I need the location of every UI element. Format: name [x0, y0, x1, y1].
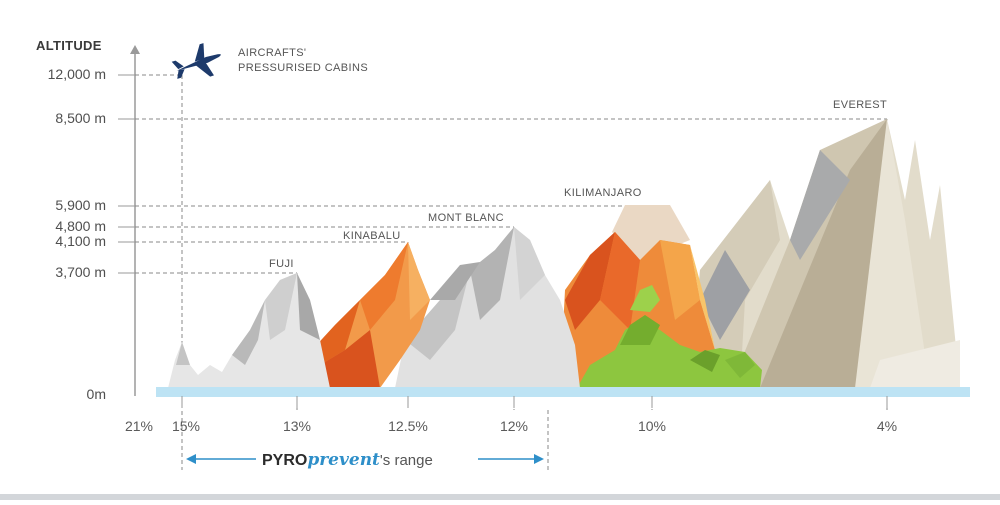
- range-label: PYROprevent's range: [262, 450, 433, 470]
- aircraft-label-line1: AIRCRAFTS': [238, 47, 307, 59]
- peak-label-kinabalu: KINABALU: [343, 230, 401, 242]
- tick-5900: 5,900 m: [55, 197, 106, 213]
- axis-title: ALTITUDE: [36, 38, 102, 53]
- fuji-mountain: [168, 273, 330, 388]
- airplane-icon: [171, 43, 221, 79]
- oxygen-ticks: [181, 396, 888, 408]
- tick-0: 0m: [86, 386, 106, 402]
- aircraft-label-line2: PRESSURISED CABINS: [238, 62, 369, 74]
- oxygen-label-10: 10%: [637, 418, 667, 434]
- peak-label-mont-blanc: MONT BLANC: [428, 212, 504, 224]
- everest-mountains: [690, 119, 960, 388]
- tick-8500: 8,500 m: [55, 110, 106, 126]
- oxygen-label-13: 13%: [282, 418, 312, 434]
- oxygen-label-12-5: 12.5%: [388, 418, 428, 434]
- oxygen-label-21: 21%: [124, 418, 154, 434]
- oxygen-label-12: 12%: [499, 418, 529, 434]
- oxygen-label-15: 15%: [171, 418, 201, 434]
- range-suffix: 's range: [379, 452, 433, 469]
- oxygen-label-4: 4%: [876, 418, 898, 434]
- tick-12000: 12,000 m: [47, 66, 106, 82]
- axis-ticks: [118, 74, 135, 274]
- tick-3700: 3,700 m: [55, 264, 106, 280]
- brand-name-italic: prevent: [307, 450, 380, 470]
- mont-blanc-mountain: [395, 227, 580, 388]
- peak-label-everest: EVEREST: [833, 99, 888, 111]
- range-arrow: [186, 454, 544, 464]
- peak-label-kilimanjaro: KILIMANJARO: [564, 187, 642, 199]
- aircraft-label: AIRCRAFTS' PRESSURISED CABINS: [238, 46, 368, 76]
- bottom-bar: [0, 494, 1000, 500]
- vegetation: [577, 285, 762, 388]
- axis-arrow-icon: [130, 45, 140, 54]
- kinabalu-mountain: [305, 242, 430, 388]
- brand-name-bold: PYRO: [262, 452, 308, 469]
- water-strip: [156, 387, 970, 397]
- tick-4100: 4,100 m: [55, 233, 106, 249]
- tick-4800: 4,800 m: [55, 218, 106, 234]
- peak-label-fuji: FUJI: [269, 258, 294, 270]
